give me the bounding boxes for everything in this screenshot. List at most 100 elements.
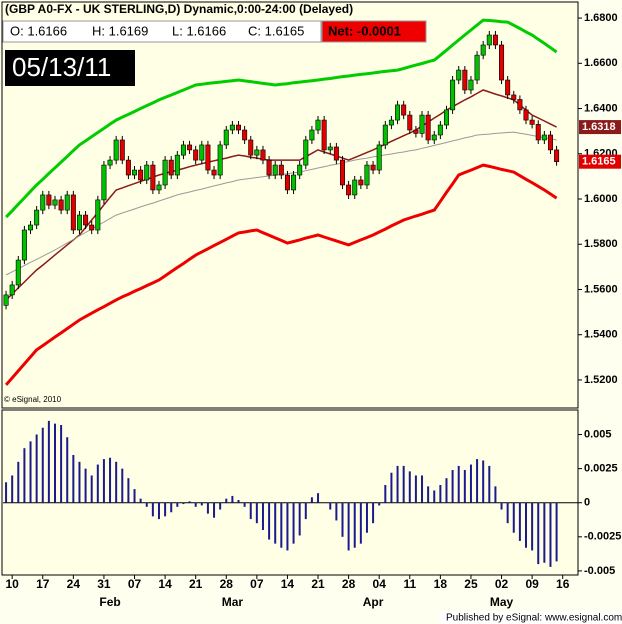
candle-body bbox=[376, 144, 382, 171]
month-label: Apr bbox=[363, 595, 384, 609]
candle-body bbox=[535, 124, 541, 141]
candle-body bbox=[480, 44, 486, 56]
x-tick-label: 21 bbox=[311, 577, 325, 591]
candle-body bbox=[28, 224, 34, 231]
candle-body bbox=[505, 79, 511, 96]
x-tick-label: 07 bbox=[250, 577, 264, 591]
candle-body bbox=[58, 199, 64, 211]
y-tick-label: 1.5800 bbox=[584, 238, 618, 250]
x-tick-label: 16 bbox=[556, 577, 570, 591]
x-tick-label: 28 bbox=[342, 577, 356, 591]
date-label: 05/13/11 bbox=[12, 52, 111, 82]
candle-body bbox=[266, 159, 272, 176]
candle-body bbox=[278, 164, 284, 176]
candle-body bbox=[254, 149, 260, 156]
quote-net: Net: -0.0001 bbox=[328, 23, 401, 38]
candle-body bbox=[333, 146, 339, 161]
y-tick-label: -0.005 bbox=[584, 565, 615, 577]
footer: Published by eSignal: www.esignal.com bbox=[446, 613, 622, 624]
month-label: May bbox=[490, 595, 514, 609]
candle-body bbox=[309, 129, 315, 141]
candle-body bbox=[388, 119, 394, 126]
chart-title: (GBP A0-FX - UK STERLING,D) Dynamic,0:00… bbox=[5, 2, 353, 16]
y-tick-label: 0.0025 bbox=[584, 463, 618, 475]
x-tick-label: 02 bbox=[495, 577, 509, 591]
x-tick-label: 18 bbox=[434, 577, 448, 591]
candle-body bbox=[321, 119, 327, 151]
x-tick-label: 04 bbox=[373, 577, 387, 591]
candle-body bbox=[217, 144, 223, 176]
y-tick-label: 1.5200 bbox=[584, 374, 618, 386]
price-marker bbox=[579, 154, 621, 169]
y-tick-label: 0.005 bbox=[584, 428, 612, 440]
candle-body bbox=[89, 224, 95, 231]
candle-body bbox=[358, 179, 364, 186]
candle-body bbox=[541, 134, 547, 141]
y-tick-label: -0.0025 bbox=[584, 531, 621, 543]
quote-box bbox=[2, 20, 322, 43]
candle-body bbox=[284, 174, 290, 191]
candle-body bbox=[554, 149, 560, 162]
y-tick-label: 1.5400 bbox=[584, 329, 618, 341]
date-box bbox=[5, 50, 135, 86]
month-label: Mar bbox=[222, 595, 244, 609]
quote-open: O: 1.6166 bbox=[10, 23, 67, 38]
candle-body bbox=[52, 199, 58, 206]
candle-body bbox=[15, 259, 21, 286]
x-tick-label: 25 bbox=[464, 577, 478, 591]
price-marker bbox=[579, 120, 621, 135]
candle-body bbox=[517, 99, 523, 111]
candle-body bbox=[34, 209, 40, 226]
candle-body bbox=[468, 79, 474, 91]
candle-body bbox=[486, 34, 492, 46]
net-box bbox=[321, 20, 427, 43]
candle-body bbox=[46, 194, 52, 206]
candle-body bbox=[401, 104, 407, 116]
candle-body bbox=[193, 149, 199, 161]
candle-body bbox=[205, 144, 211, 171]
y-tick-label: 1.5600 bbox=[584, 283, 618, 295]
candle-body bbox=[529, 119, 535, 125]
candle-body bbox=[76, 214, 82, 231]
candle-body bbox=[437, 124, 443, 136]
candle-body bbox=[101, 164, 107, 201]
candle-body bbox=[150, 164, 156, 191]
candle-body bbox=[260, 149, 266, 161]
candle-body bbox=[327, 146, 333, 151]
quote-close: C: 1.6165 bbox=[248, 23, 304, 38]
candle-body bbox=[431, 134, 437, 141]
x-tick-label: 14 bbox=[281, 577, 295, 591]
candle-body bbox=[9, 284, 15, 296]
candle-body bbox=[547, 134, 553, 151]
candle-body bbox=[346, 184, 352, 196]
candle-body bbox=[187, 144, 193, 151]
x-tick-label: 09 bbox=[525, 577, 539, 591]
y-tick-label: 1.6400 bbox=[584, 102, 618, 114]
candle-body bbox=[413, 129, 419, 134]
candle-body bbox=[180, 144, 186, 156]
x-tick-label: 14 bbox=[158, 577, 172, 591]
candle-body bbox=[199, 144, 205, 161]
candle-body bbox=[523, 109, 529, 121]
candle-body bbox=[297, 164, 303, 176]
candle-body bbox=[419, 114, 425, 134]
candle-body bbox=[95, 199, 101, 231]
candle-body bbox=[407, 114, 413, 131]
candle-body bbox=[242, 129, 248, 141]
candle-body bbox=[168, 159, 174, 176]
candle-body bbox=[162, 159, 168, 186]
candle-body bbox=[352, 179, 358, 196]
candle-body bbox=[382, 124, 388, 146]
candle-body bbox=[303, 139, 309, 166]
candle-body bbox=[132, 169, 138, 176]
candle-body bbox=[64, 194, 70, 211]
candle-body bbox=[511, 94, 517, 100]
price-marker-label: 1.6165 bbox=[582, 156, 616, 168]
candle-body bbox=[223, 129, 229, 146]
candle-body bbox=[83, 214, 89, 226]
candle-body bbox=[425, 114, 431, 141]
x-tick-label: 31 bbox=[97, 577, 111, 591]
x-tick-label: 21 bbox=[189, 577, 203, 591]
candle-body bbox=[474, 54, 480, 81]
candle-body bbox=[144, 164, 150, 181]
